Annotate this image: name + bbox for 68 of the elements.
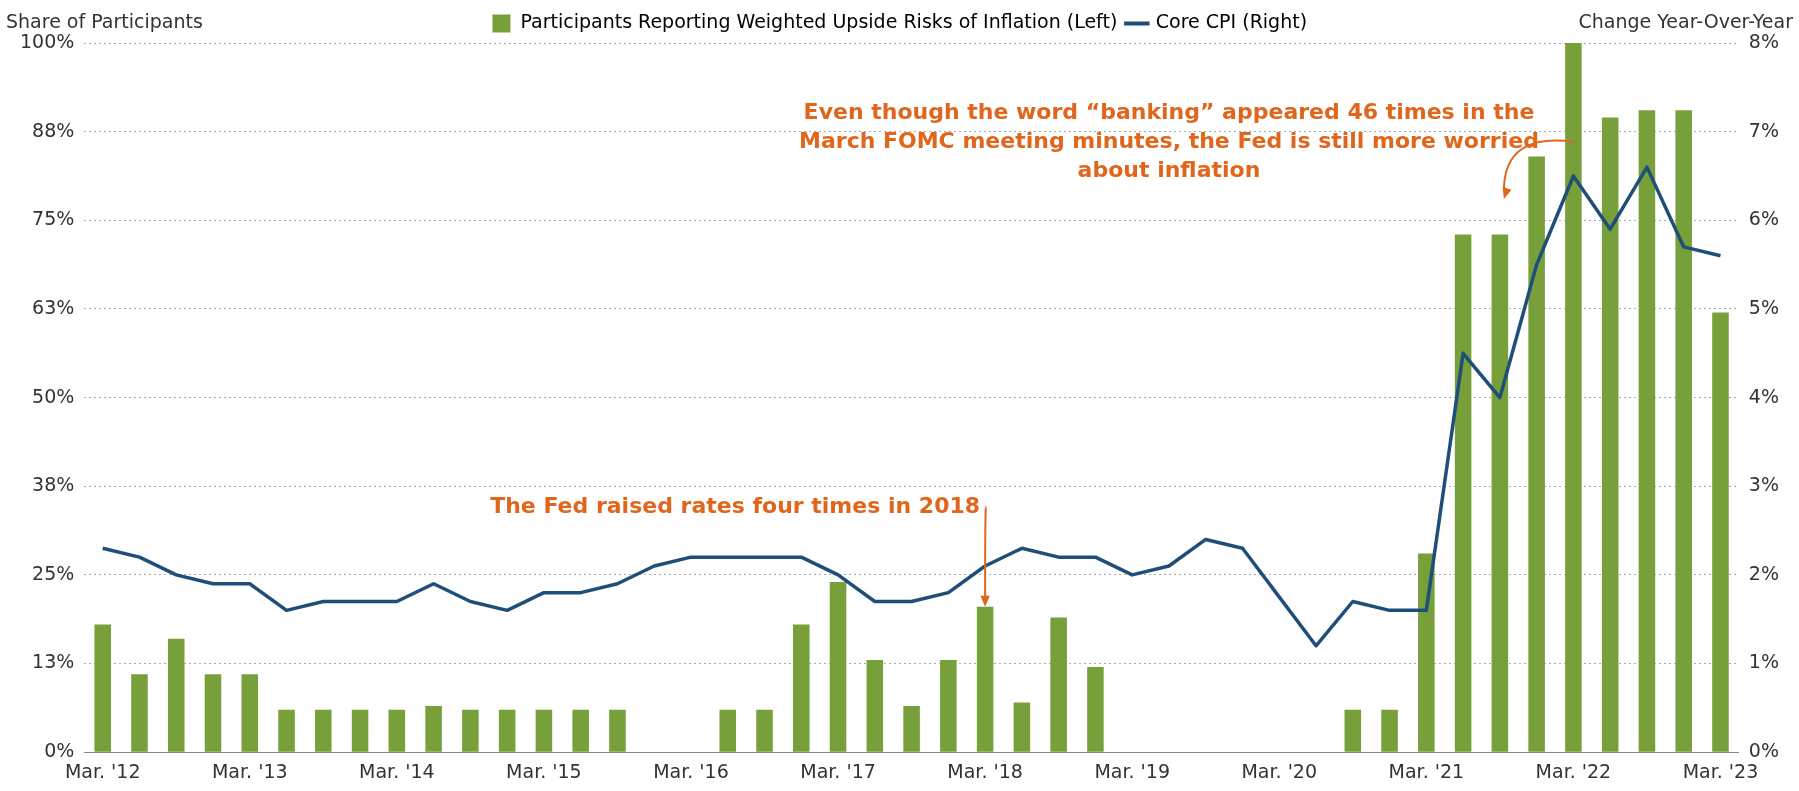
x-tick-label: Mar. '16 [653, 759, 729, 782]
y2-tick-label: 6% [1748, 207, 1780, 230]
bar [498, 709, 516, 752]
y2-tick-label: 4% [1748, 384, 1780, 407]
bar [535, 709, 553, 752]
x-tick-label: Mar. '14 [359, 759, 435, 782]
y2-tick-label: 0% [1748, 739, 1780, 762]
y-tick-label: 50% [32, 384, 75, 407]
x-tick-label: Mar. '22 [1535, 759, 1612, 782]
x-tick-label: Mar. '19 [1094, 759, 1170, 782]
x-tick-label: Mar. '23 [1682, 759, 1759, 782]
bar [793, 624, 810, 752]
bar [278, 709, 295, 752]
legend-label: Core CPI (Right) [1155, 10, 1308, 33]
legend-label: Participants Reporting Weighted Upside Risks of Inflation (Left) [520, 10, 1118, 33]
bar [1565, 43, 1582, 752]
bar [462, 709, 479, 752]
bar [1601, 117, 1619, 752]
y-tick-label: 0% [44, 739, 75, 762]
x-tick-label: Mar. '13 [211, 759, 288, 782]
bar [903, 706, 920, 752]
x-tick-label: Mar. '21 [1388, 759, 1465, 782]
bar [131, 674, 148, 752]
y2-tick-label: 3% [1748, 473, 1780, 496]
bar [1013, 702, 1031, 752]
bar [241, 674, 259, 752]
bar [1418, 553, 1435, 752]
y-tick-label: 88% [32, 118, 75, 141]
bar [315, 709, 332, 752]
bar [719, 709, 737, 752]
y2-tick-label: 1% [1748, 650, 1780, 673]
bar [609, 709, 626, 752]
bar [572, 709, 589, 752]
bar [94, 624, 111, 752]
bar [1675, 110, 1692, 752]
x-tick-label: Mar. '17 [800, 759, 876, 782]
bar [204, 674, 222, 752]
y-tick-label: 38% [32, 473, 75, 496]
y2-tick-label: 5% [1748, 295, 1780, 318]
bar [866, 660, 884, 752]
x-tick-label: Mar. '20 [1241, 759, 1318, 782]
bar [756, 709, 773, 752]
bar [1528, 156, 1545, 752]
bar [1381, 709, 1398, 752]
bar [425, 706, 442, 752]
bar [1491, 234, 1509, 752]
bar [351, 709, 369, 752]
y2-tick-label: 2% [1748, 561, 1780, 584]
x-tick-label: Mar. '15 [506, 759, 582, 782]
x-tick-label: Mar. '18 [947, 759, 1023, 782]
y-tick-label: 75% [32, 207, 75, 230]
bar [1712, 312, 1729, 752]
annotation: The Fed raised rates four times in 2018 [490, 493, 981, 519]
y-tick-label: 63% [32, 295, 75, 318]
y2-tick-label: 7% [1748, 118, 1780, 141]
bar [940, 660, 957, 752]
y-tick-label: 13% [32, 650, 75, 673]
bar [1050, 617, 1067, 752]
bar [1638, 110, 1656, 752]
y-tick-label: 25% [32, 561, 75, 584]
bar [167, 638, 185, 752]
bar [388, 709, 406, 752]
bar [1344, 709, 1362, 752]
bar [1454, 234, 1472, 752]
x-tick-label: Mar. '12 [64, 759, 141, 782]
bar [1087, 667, 1104, 752]
annotation: Even though the word “banking” appeared 46 times in the March FOMC meeting minutes, the Fed is still more worried about inflation [799, 98, 1539, 182]
bar [829, 581, 847, 752]
